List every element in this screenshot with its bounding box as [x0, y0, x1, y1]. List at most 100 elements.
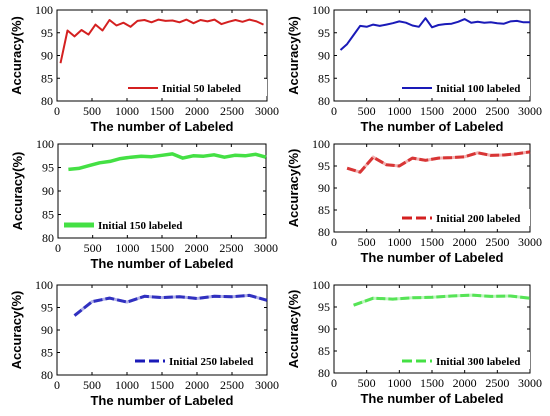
legend-box — [124, 79, 267, 96]
y-axis-label: Accuracy(%) — [286, 16, 301, 95]
x-tick-label: 2500 — [485, 104, 509, 118]
legend-label: Initial 200 labeled — [436, 213, 520, 225]
x-tick-label: 2500 — [485, 376, 509, 390]
y-tick-label: 100 — [312, 3, 330, 17]
y-tick-label: 80 — [41, 94, 53, 108]
x-tick-label: 1000 — [115, 104, 139, 118]
y-tick-label: 85 — [41, 71, 53, 85]
y-axis-label: Accuracy(%) — [286, 149, 301, 228]
y-tick-label: 100 — [35, 278, 53, 292]
x-tick-label: 1500 — [150, 241, 174, 255]
x-tick-label: 1000 — [115, 241, 139, 255]
legend-box — [398, 79, 530, 96]
y-tick-label: 85 — [318, 344, 330, 358]
y-tick-label: 85 — [41, 346, 53, 360]
legend: Initial 150 labeled — [60, 216, 192, 233]
y-tick-label: 95 — [42, 161, 54, 175]
y-tick-label: 90 — [318, 49, 330, 63]
y-axis-label: Accuracy(%) — [9, 291, 24, 370]
y-tick-label: 85 — [318, 203, 330, 217]
x-tick-label: 0 — [55, 241, 61, 255]
x-tick-label: 0 — [331, 235, 337, 249]
legend: Initial 100 labeled — [398, 79, 530, 96]
x-tick-label: 1500 — [150, 378, 174, 392]
y-axis-label: Accuracy(%) — [10, 152, 25, 231]
y-tick-label: 100 — [35, 3, 53, 17]
legend-box — [398, 352, 530, 369]
y-tick-label: 100 — [312, 278, 330, 292]
legend: Initial 300 labeled — [398, 352, 530, 369]
x-tick-label: 3000 — [518, 104, 542, 118]
legend-box — [398, 209, 530, 226]
legend-box — [60, 216, 192, 233]
series-line-1 — [59, 18, 264, 64]
x-tick-label: 2500 — [219, 241, 243, 255]
x-tick-label: 500 — [83, 378, 101, 392]
y-tick-label: 90 — [318, 322, 330, 336]
legend: Initial 200 labeled — [398, 209, 530, 226]
x-tick-label: 2000 — [185, 241, 209, 255]
y-tick-label: 90 — [318, 181, 330, 195]
x-tick-label: 2000 — [185, 104, 209, 118]
x-tick-label: 1000 — [387, 104, 411, 118]
x-axis-label: The number of Labeled — [90, 256, 233, 271]
series-line-1 — [346, 150, 531, 174]
x-tick-label: 2500 — [220, 378, 244, 392]
y-tick-label: 95 — [41, 26, 53, 40]
x-tick-label: 500 — [358, 104, 376, 118]
legend: Initial 250 labeled — [131, 352, 265, 369]
x-tick-label: 2000 — [453, 376, 477, 390]
y-tick-label: 95 — [318, 159, 330, 173]
y-tick-label: 100 — [312, 137, 330, 151]
series-line-1 — [68, 152, 267, 172]
y-axis-label: Accuracy(%) — [9, 16, 24, 95]
y-tick-label: 95 — [318, 26, 330, 40]
series-line-1 — [339, 17, 530, 51]
y-tick-label: 95 — [41, 301, 53, 315]
y-tick-label: 80 — [42, 231, 54, 245]
y-tick-label: 90 — [42, 184, 54, 198]
x-tick-label: 1000 — [387, 235, 411, 249]
x-tick-label: 1500 — [420, 235, 444, 249]
x-tick-label: 3000 — [518, 235, 542, 249]
y-tick-label: 80 — [41, 368, 53, 382]
x-tick-label: 0 — [331, 104, 337, 118]
x-tick-label: 2500 — [485, 235, 509, 249]
y-tick-label: 95 — [318, 300, 330, 314]
x-tick-label: 0 — [331, 376, 337, 390]
series-line-1 — [353, 293, 531, 307]
x-tick-label: 0 — [54, 378, 60, 392]
legend-label: Initial 300 labeled — [436, 356, 520, 368]
y-tick-label: 80 — [318, 94, 330, 108]
x-tick-label: 500 — [358, 376, 376, 390]
x-tick-label: 2000 — [453, 104, 477, 118]
x-tick-label: 1500 — [420, 104, 444, 118]
y-tick-label: 85 — [42, 208, 54, 222]
legend: Initial 50 labeled — [124, 79, 267, 96]
x-tick-label: 1000 — [115, 378, 139, 392]
x-axis-label: The number of Labeled — [360, 119, 503, 134]
x-tick-label: 2000 — [185, 378, 209, 392]
x-tick-label: 3000 — [254, 241, 278, 255]
legend-label: Initial 150 labeled — [98, 220, 182, 232]
x-tick-label: 3000 — [518, 376, 542, 390]
y-tick-label: 80 — [318, 225, 330, 239]
x-tick-label: 3000 — [255, 104, 279, 118]
series-line-1 — [73, 293, 268, 317]
legend-label: Initial 50 labeled — [162, 83, 241, 95]
x-tick-label: 0 — [54, 104, 60, 118]
x-tick-label: 2000 — [453, 235, 477, 249]
x-tick-label: 1000 — [387, 376, 411, 390]
x-tick-label: 2500 — [220, 104, 244, 118]
legend-label: Initial 250 labeled — [169, 356, 253, 368]
x-axis-label: The number of Labeled — [360, 250, 503, 265]
y-tick-label: 100 — [36, 137, 54, 151]
x-tick-label: 500 — [358, 235, 376, 249]
